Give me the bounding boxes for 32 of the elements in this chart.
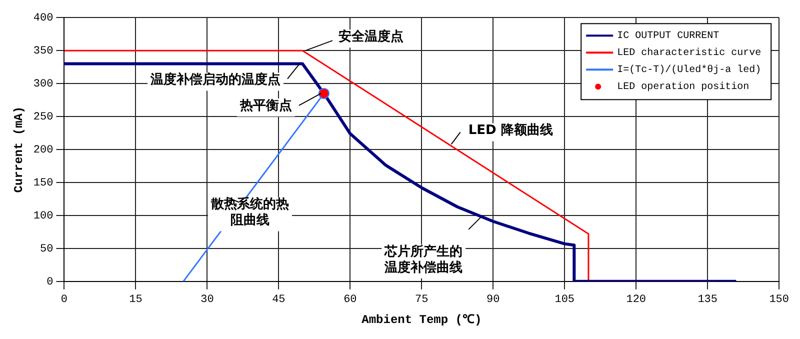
legend-label: LED characteristic curve [617,47,762,60]
legend-label: IC OUTPUT CURRENT [617,31,720,42]
annotation: 芯片所产生的温度补偿曲线 [384,243,463,276]
y-tick-label: 350 [33,45,54,58]
x-tick-label: 135 [698,294,718,306]
x-tick-label: 90 [486,294,500,306]
x-tick-label: 30 [200,294,214,306]
y-tick-label: 250 [33,111,54,124]
x-tick-label: 60 [344,294,357,306]
x-axis-title: Ambient Temp (℃) [362,312,482,327]
annotation: 安全温度点 [338,28,404,44]
y-tick-label: 50 [40,243,54,256]
x-tick-label: 45 [272,294,286,306]
y-tick-label: 300 [33,78,54,90]
y-tick-label: 100 [33,210,54,222]
legend-label: LED operation position [617,81,750,94]
annotation: 散热系统的热阻曲线 [210,196,289,228]
x-tick-label: 150 [769,294,790,306]
x-tick-label: 75 [415,294,428,306]
y-axis-title: Current (mA) [12,106,26,193]
y-tick-label: 0 [46,276,54,288]
x-tick-label: 120 [626,294,646,306]
y-tick-label: 150 [33,177,54,190]
y-tick-label: 200 [33,144,54,156]
annotation: LED 降额曲线 [468,122,553,138]
x-tick-label: 105 [554,294,575,306]
x-tick-label: 15 [129,294,142,306]
annotation: 温度补偿启动的温度点 [150,72,280,88]
x-tick-label: 0 [60,294,68,306]
y-tick-label: 400 [33,12,54,25]
annotation: 热平衡点 [238,97,292,114]
legend-label: I=(Tc-T)/(Uled*θj-a led) [617,64,762,76]
